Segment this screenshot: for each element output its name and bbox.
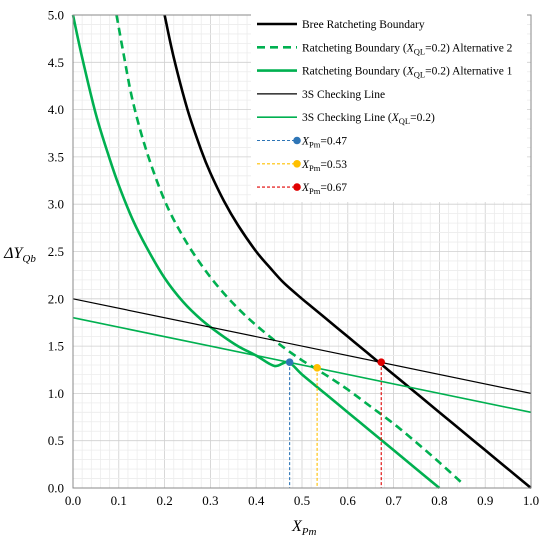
x-axis-label: XPm — [291, 518, 317, 538]
x-tick-label: 0.8 — [431, 493, 447, 508]
x-tick-label: 0.9 — [477, 493, 493, 508]
x-tick-label: 1.0 — [523, 493, 539, 508]
plot-markers — [285, 358, 386, 488]
series-line-3s-checking-line-x-ql-0-2 — [72, 316, 532, 414]
legend-label: XPm=0.53 — [301, 159, 347, 173]
y-tick-label: 2.0 — [48, 291, 64, 306]
y-tick-label: 5.0 — [48, 8, 64, 23]
x-tick-label: 0.6 — [340, 493, 357, 508]
x-tick-label: 0.2 — [156, 493, 172, 508]
legend-label: 3S Checking Line (XQL=0.2) — [302, 112, 435, 126]
legend: Bree Ratcheting Boundary Ratcheting Bound… — [251, 14, 527, 202]
legend-label: Bree Ratcheting Boundary — [302, 19, 425, 31]
x-tick-label: 0.0 — [65, 493, 81, 508]
y-tick-label: 2.5 — [48, 244, 64, 259]
legend-marker — [293, 183, 301, 191]
x-tick-label: 0.1 — [111, 493, 127, 508]
x-tick-label: 0.4 — [248, 493, 265, 508]
legend-marker — [293, 160, 301, 168]
grid — [72, 14, 532, 489]
y-tick-label: 0.0 — [48, 481, 64, 496]
x-tick-label: 0.7 — [385, 493, 402, 508]
marker-point-x-pm-0-47 — [285, 358, 294, 366]
series-line-bree-ratcheting-boundary — [163, 14, 532, 490]
legend-label: XPm=0.47 — [301, 136, 347, 150]
x-tick-label: 0.5 — [294, 493, 310, 508]
y-tick-label: 1.0 — [48, 386, 64, 401]
marker-point-x-pm-0-53 — [313, 364, 321, 372]
tick-labels: 0.0 0.1 0.2 0.3 0.4 0.5 0.6 0.7 0.8 0.9 1.0 0.0 0.5 1… — [48, 8, 539, 509]
marker-point-x-pm-0-67 — [377, 358, 386, 366]
x-tick-label: 0.3 — [202, 493, 218, 508]
y-tick-label: 3.0 — [48, 197, 64, 212]
y-tick-label: 3.5 — [48, 149, 64, 164]
legend-background — [251, 14, 527, 202]
legend-label: Ratcheting Boundary (XQL=0.2) Alternativ… — [302, 42, 513, 56]
y-axis-label: ΔYQb — [3, 245, 36, 265]
legend-label: 3S Checking Line — [302, 89, 385, 101]
series-line-3s-checking-line — [72, 298, 532, 394]
y-tick-label: 4.0 — [48, 102, 64, 117]
series-line-ratcheting-boundary-x-ql-0-2-alternative-1 — [71, 14, 441, 490]
y-tick-label: 4.5 — [48, 55, 64, 70]
y-tick-label: 1.5 — [48, 339, 64, 354]
legend-label: XPm=0.67 — [301, 182, 347, 196]
plot-series — [71, 14, 532, 490]
legend-marker — [293, 136, 301, 145]
y-tick-label: 0.5 — [48, 433, 64, 448]
legend-label: Ratcheting Boundary (XQL=0.2) Alternativ… — [302, 66, 513, 80]
